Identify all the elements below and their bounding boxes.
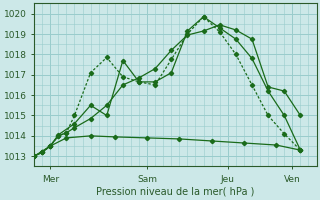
X-axis label: Pression niveau de la mer( hPa ): Pression niveau de la mer( hPa ) bbox=[96, 187, 254, 197]
